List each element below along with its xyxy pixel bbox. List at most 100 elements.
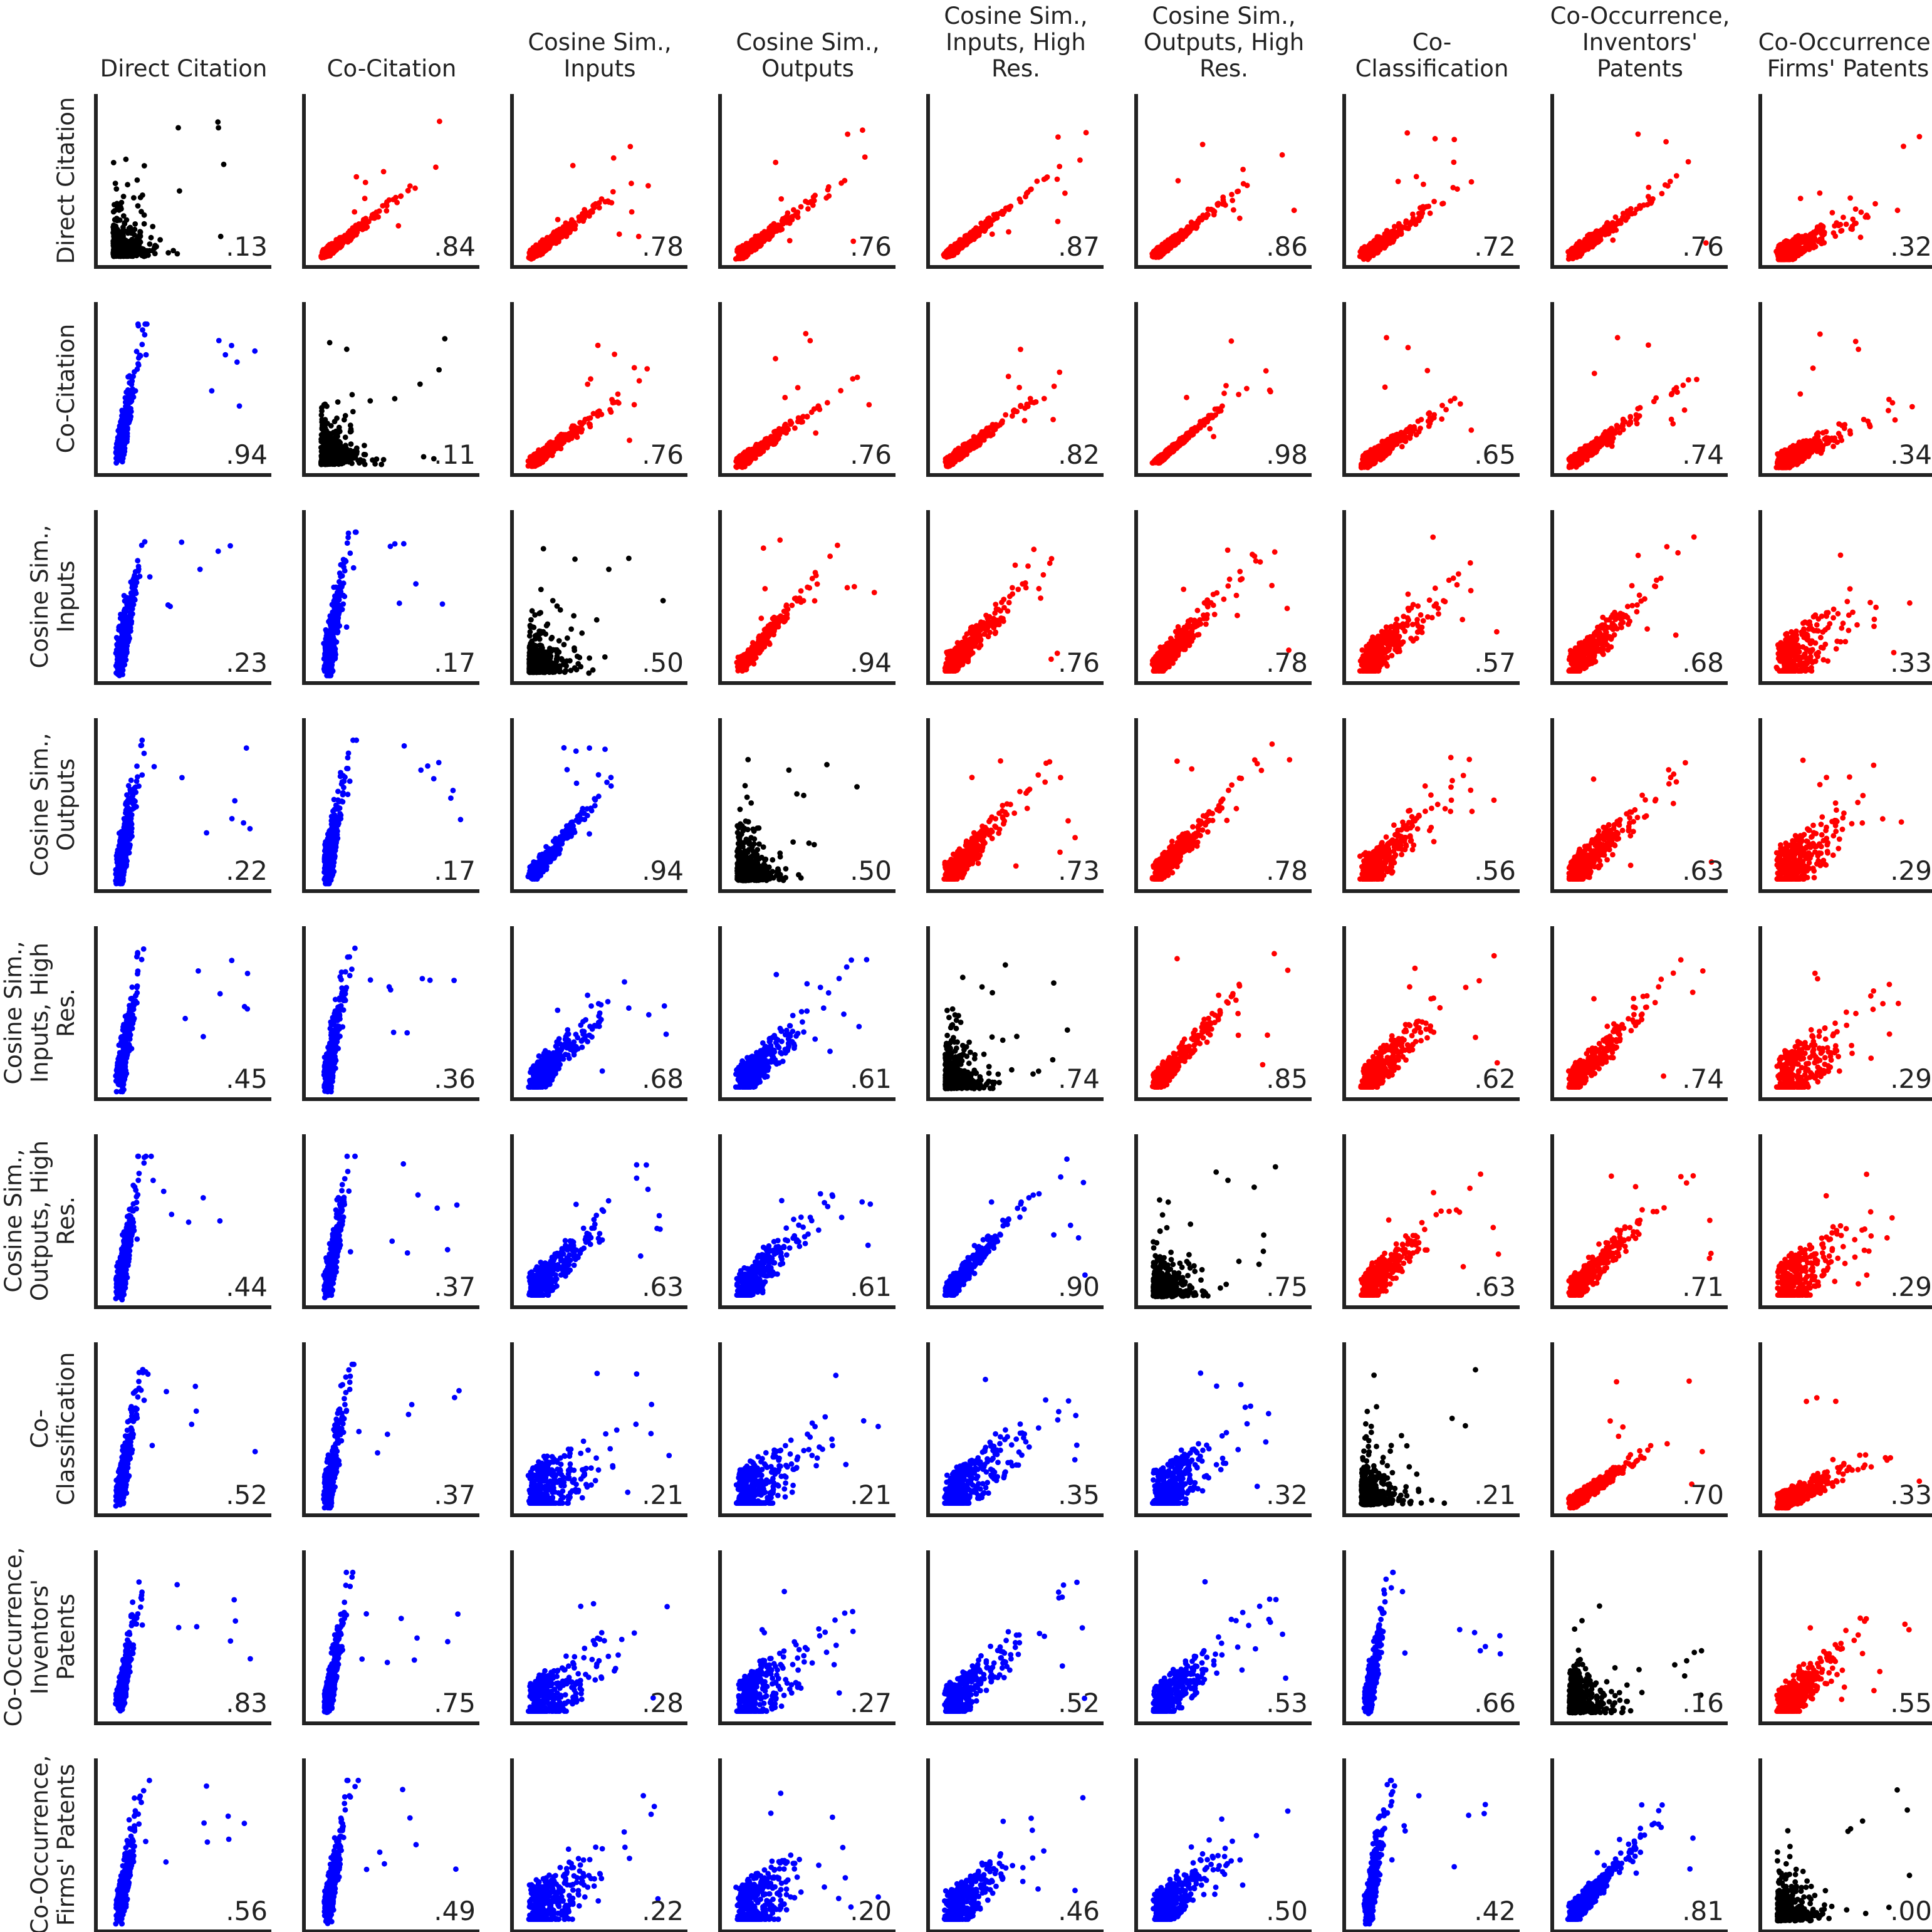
data-point (110, 209, 117, 215)
row-label: Co-Occurrence,Inventors'Patents (0, 1547, 80, 1727)
column-label: Cosine Sim., Outputs (736, 29, 879, 82)
data-point (347, 234, 352, 239)
data-point (1841, 214, 1846, 221)
data-point (131, 195, 137, 201)
data-point (1843, 221, 1849, 227)
data-point (1183, 227, 1189, 234)
data-point (1055, 219, 1061, 224)
data-point (1872, 201, 1878, 207)
data-point (417, 381, 423, 387)
scatter-cell: .72 (1342, 94, 1520, 269)
data-point (1848, 226, 1854, 232)
data-point (128, 405, 133, 412)
data-point (850, 376, 856, 382)
column-label: Cosine Sim., Outputs, High Res. (1144, 3, 1304, 82)
data-point (135, 203, 141, 209)
data-point (1667, 179, 1673, 184)
data-point (569, 217, 575, 223)
data-point (333, 241, 339, 247)
data-point (1916, 133, 1923, 140)
data-point (1003, 412, 1009, 418)
data-point (338, 243, 345, 249)
data-point (1663, 138, 1669, 145)
data-point (1404, 225, 1409, 231)
data-point (362, 452, 368, 457)
data-point (558, 234, 564, 240)
data-point (114, 454, 120, 460)
data-point (1043, 175, 1049, 181)
data-point (612, 352, 617, 357)
correlation-label: .13 (226, 231, 268, 262)
data-point (342, 412, 348, 419)
data-point (581, 215, 587, 221)
data-point (810, 199, 815, 205)
data-point (1421, 181, 1426, 187)
column-label: Co-Classification (1355, 29, 1509, 82)
data-point (252, 348, 258, 354)
data-point (1610, 237, 1616, 243)
data-point (420, 454, 427, 460)
data-point (112, 202, 117, 207)
data-point (1624, 208, 1631, 214)
data-point (1240, 167, 1246, 172)
data-point (113, 216, 120, 221)
data-point (405, 187, 411, 194)
data-point (1398, 231, 1404, 236)
data-point (1818, 222, 1824, 228)
data-point (608, 200, 615, 206)
scatter-cell: .87 (926, 94, 1104, 269)
data-point (236, 403, 243, 409)
row-label: Cosine Sim.,Inputs (26, 525, 80, 668)
data-point (335, 439, 342, 444)
data-point (229, 343, 234, 348)
data-point (383, 202, 389, 207)
data-point (1785, 249, 1792, 255)
data-point (120, 213, 127, 219)
data-point (1451, 159, 1457, 165)
data-point (550, 236, 556, 241)
data-point (217, 233, 224, 239)
data-point (645, 183, 651, 189)
data-point (362, 179, 368, 185)
data-point (789, 216, 795, 222)
data-point (1604, 220, 1611, 226)
data-point (141, 221, 147, 227)
data-point (989, 231, 995, 237)
data-point (118, 253, 123, 259)
data-point (1404, 130, 1411, 136)
data-point (326, 340, 333, 346)
data-point (968, 229, 974, 236)
data-point (740, 456, 746, 462)
data-point (347, 429, 353, 435)
data-point (546, 440, 552, 446)
data-point (143, 352, 149, 358)
data-point (776, 227, 783, 232)
data-point (771, 441, 778, 447)
data-point (811, 406, 817, 412)
data-point (838, 388, 843, 394)
data-point (1211, 209, 1218, 214)
data-point (1024, 401, 1030, 407)
scatter-cell: .11 (302, 302, 479, 477)
data-point (616, 231, 622, 238)
data-point (216, 125, 221, 131)
data-point (1397, 225, 1403, 231)
data-point (222, 352, 229, 358)
data-point (1025, 189, 1031, 196)
data-point (1235, 189, 1240, 195)
data-point (585, 381, 591, 387)
data-point (1362, 249, 1369, 255)
data-point (1034, 178, 1040, 184)
data-point (148, 234, 154, 241)
data-point (768, 223, 775, 229)
data-point (335, 430, 341, 436)
data-point (813, 430, 819, 436)
data-point (771, 228, 777, 234)
data-point (362, 461, 368, 467)
data-point (1403, 218, 1409, 224)
data-point (1291, 207, 1297, 213)
data-point (795, 385, 801, 390)
data-point (120, 245, 127, 251)
data-point (392, 395, 398, 402)
